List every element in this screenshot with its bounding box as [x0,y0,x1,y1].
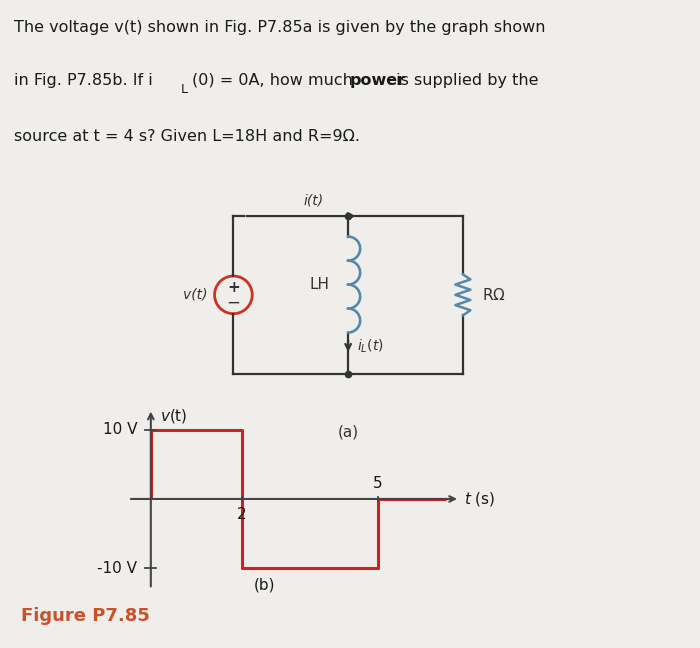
Text: $i_L(t)$: $i_L(t)$ [357,338,384,355]
Text: $\it{t}$ (s): $\it{t}$ (s) [465,490,496,508]
Text: The voltage v(t) shown in Fig. P7.85a is given by the graph shown: The voltage v(t) shown in Fig. P7.85a is… [14,21,545,36]
Text: −: − [227,294,240,312]
Text: L: L [181,84,188,97]
Text: in Fig. P7.85b. If i: in Fig. P7.85b. If i [14,73,153,88]
Text: +: + [227,280,240,295]
Text: v(t): v(t) [183,288,208,302]
Text: i(t): i(t) [304,194,324,207]
Text: $\it{v}$(t): $\it{v}$(t) [160,408,188,425]
Text: (b): (b) [253,577,275,593]
Text: power: power [349,73,405,88]
Text: LH: LH [309,277,329,292]
Text: R$\Omega$: R$\Omega$ [482,287,505,303]
Text: 2: 2 [237,507,246,522]
Text: source at t = 4 s? Given L=18H and R=9Ω.: source at t = 4 s? Given L=18H and R=9Ω. [14,129,360,144]
Text: (a): (a) [337,425,358,440]
Text: (0) = 0A, how much: (0) = 0A, how much [192,73,358,88]
Text: -10 V: -10 V [97,561,137,576]
Text: 10 V: 10 V [103,422,137,437]
Text: Figure P7.85: Figure P7.85 [21,607,150,625]
Text: 5: 5 [373,476,383,491]
Text: is supplied by the: is supplied by the [391,73,538,88]
